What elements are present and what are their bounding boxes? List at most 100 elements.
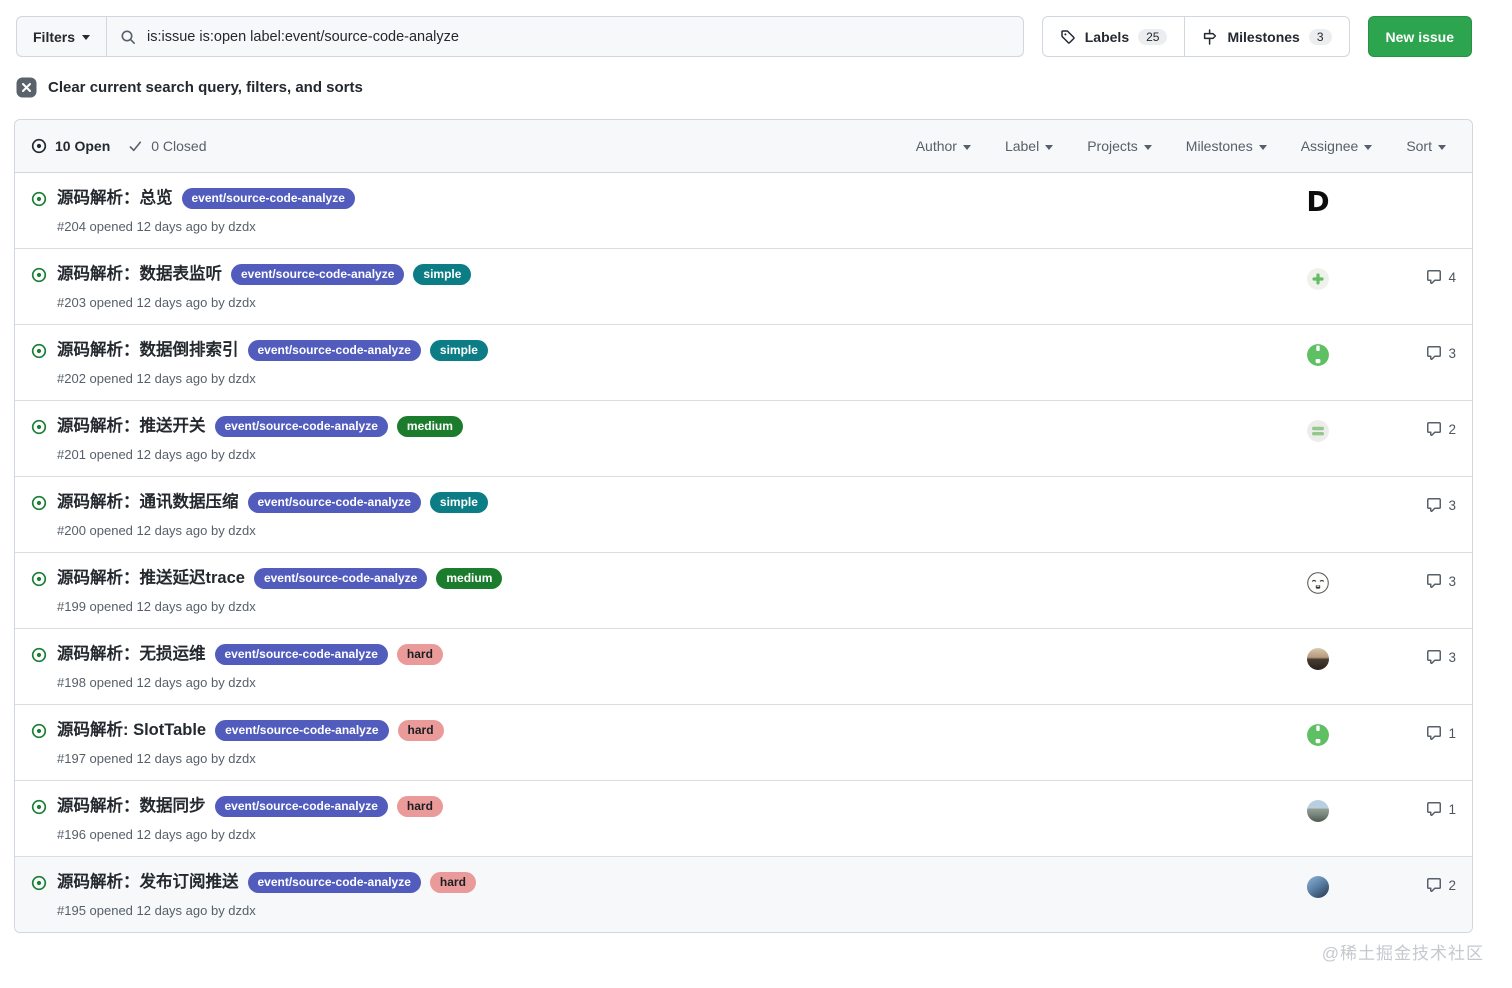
avatar[interactable] (1307, 344, 1329, 366)
issue-label-pill[interactable]: event/source-code-analyze (247, 871, 421, 894)
chevron-down-icon (1258, 144, 1267, 150)
assignee-cell (1258, 337, 1378, 386)
comment-icon (1427, 802, 1442, 816)
new-issue-button-label: New issue (1385, 28, 1454, 45)
assignee-cell (1258, 261, 1378, 310)
issue-states: 10 Open 0 Closed (31, 138, 207, 154)
comment-count[interactable]: 2 (1426, 421, 1456, 437)
clear-search-label: Clear current search query, filters, and… (48, 79, 363, 96)
issue-row: 源码解析：数据表监听 event/source-code-analyze simp… (15, 248, 1472, 324)
comment-count[interactable]: 1 (1426, 801, 1456, 817)
issue-label-pill[interactable]: simple (429, 491, 488, 514)
labels-button[interactable]: Labels 25 (1043, 17, 1185, 56)
comment-count[interactable]: 3 (1426, 497, 1456, 513)
comment-count-value: 3 (1448, 497, 1456, 513)
filter-dropdown-author[interactable]: Author (916, 138, 971, 154)
comment-icon (1427, 498, 1442, 512)
issue-title-link[interactable]: 源码解析：数据同步 (57, 796, 206, 815)
filter-dropdown-label[interactable]: Label (1005, 138, 1054, 154)
x-clear-icon (16, 77, 37, 98)
issue-label-pill[interactable]: event/source-code-analyze (214, 415, 388, 438)
issue-list: 源码解析：总览 event/source-code-analyze #204 o… (15, 173, 1472, 932)
issue-main: 源码解析：通讯数据压缩 event/source-code-analyze sim… (31, 489, 1258, 538)
issue-main: 源码解析: SlotTable event/source-code-analyz… (31, 717, 1258, 766)
open-issues-tab[interactable]: 10 Open (31, 138, 110, 154)
avatar[interactable] (1307, 268, 1329, 290)
milestones-button[interactable]: Milestones 3 (1184, 17, 1348, 56)
issue-label-pill[interactable]: event/source-code-analyze (181, 187, 355, 210)
issue-row: 源码解析：无损运维 event/source-code-analyze hard … (15, 628, 1472, 704)
closed-issues-tab[interactable]: 0 Closed (128, 138, 207, 154)
search-box[interactable] (107, 16, 1024, 57)
filter-dropdowns: Author Label Projects Milestones Assigne… (916, 138, 1446, 154)
issue-title-link[interactable]: 源码解析：通讯数据压缩 (57, 492, 239, 511)
issue-title-link[interactable]: 源码解析：推送开关 (57, 416, 206, 435)
new-issue-button[interactable]: New issue (1367, 16, 1472, 57)
issue-label-pill[interactable]: hard (397, 719, 444, 742)
comment-count[interactable]: 1 (1426, 725, 1456, 741)
filter-dropdown-assignee[interactable]: Assignee (1301, 138, 1373, 154)
issue-label-pill[interactable]: event/source-code-analyze (214, 643, 388, 666)
issue-label-pill[interactable]: medium (436, 567, 503, 590)
issue-label-pill[interactable]: event/source-code-analyze (247, 491, 421, 514)
filter-dropdown-projects[interactable]: Projects (1087, 138, 1152, 154)
comment-count[interactable]: 2 (1426, 877, 1456, 893)
issue-label-pill[interactable]: event/source-code-analyze (247, 339, 421, 362)
issue-meta: #201 opened 12 days ago by dzdx (57, 447, 256, 462)
search-input[interactable] (145, 27, 1010, 46)
issue-label-pill[interactable]: simple (429, 339, 488, 362)
issue-main: 源码解析：数据倒排索引 event/source-code-analyze sim… (31, 337, 1258, 386)
issue-label-pill[interactable]: medium (396, 415, 463, 438)
issue-label-pill[interactable]: event/source-code-analyze (214, 795, 388, 818)
labels-count-badge: 25 (1138, 28, 1168, 45)
issue-title-link[interactable]: 源码解析: SlotTable (57, 720, 207, 739)
avatar[interactable] (1307, 724, 1329, 746)
comment-count-value: 3 (1448, 345, 1456, 361)
issue-label-pill[interactable]: hard (396, 795, 443, 818)
issue-title-link[interactable]: 源码解析：总览 (57, 188, 173, 207)
comment-count[interactable]: 4 (1426, 269, 1456, 285)
assignee-cell (1258, 413, 1378, 462)
comments-cell: 2 (1378, 413, 1456, 462)
clear-search-button[interactable]: Clear current search query, filters, and… (16, 77, 1512, 98)
issue-meta: #202 opened 12 days ago by dzdx (57, 371, 256, 386)
avatar[interactable]: D (1306, 185, 1330, 218)
issue-label-pill[interactable]: event/source-code-analyze (253, 567, 428, 590)
avatar[interactable] (1307, 800, 1329, 822)
comment-icon (1427, 726, 1442, 740)
filter-dropdown-label: Milestones (1185, 138, 1253, 154)
issue-title-link[interactable]: 源码解析：推送延迟trace (57, 568, 245, 587)
issue-label-pill[interactable]: simple (413, 263, 472, 286)
issue-meta: #195 opened 12 days ago by dzdx (57, 903, 256, 918)
comment-count[interactable]: 3 (1426, 573, 1456, 589)
issue-title-link[interactable]: 源码解析：发布订阅推送 (57, 872, 239, 891)
issue-meta: #203 opened 12 days ago by dzdx (57, 295, 256, 310)
issue-title-link[interactable]: 源码解析：数据表监听 (57, 264, 222, 283)
issue-label-pill[interactable]: hard (429, 871, 476, 894)
issue-title-link[interactable]: 源码解析：无损运维 (57, 644, 206, 663)
assignee-cell (1258, 869, 1378, 918)
issue-title-link[interactable]: 源码解析：数据倒排索引 (57, 340, 239, 359)
closed-count-label: 0 Closed (151, 138, 207, 154)
filter-dropdown-sort[interactable]: Sort (1406, 138, 1446, 154)
issue-label-pill[interactable]: event/source-code-analyze (231, 263, 405, 286)
filter-dropdown-label: Projects (1087, 138, 1138, 154)
comment-count[interactable]: 3 (1426, 345, 1456, 361)
comment-count-value: 1 (1448, 801, 1456, 817)
issue-main: 源码解析：推送延迟trace event/source-code-analyze… (31, 565, 1258, 614)
chevron-down-icon (1045, 144, 1054, 150)
issue-label-pill[interactable]: hard (396, 643, 443, 666)
issue-meta: #200 opened 12 days ago by dzdx (57, 523, 256, 538)
avatar[interactable] (1307, 648, 1329, 670)
avatar[interactable] (1307, 572, 1329, 594)
issue-label-pill[interactable]: event/source-code-analyze (215, 719, 389, 742)
filters-button[interactable]: Filters (16, 16, 108, 57)
open-issue-icon (31, 191, 47, 207)
comments-cell: 4 (1378, 261, 1456, 310)
filter-dropdown-milestones[interactable]: Milestones (1186, 138, 1267, 154)
comments-cell: 3 (1378, 565, 1456, 614)
comment-count-value: 2 (1448, 877, 1456, 893)
avatar[interactable] (1307, 876, 1329, 898)
comment-count[interactable]: 3 (1426, 649, 1456, 665)
avatar[interactable] (1307, 420, 1329, 442)
